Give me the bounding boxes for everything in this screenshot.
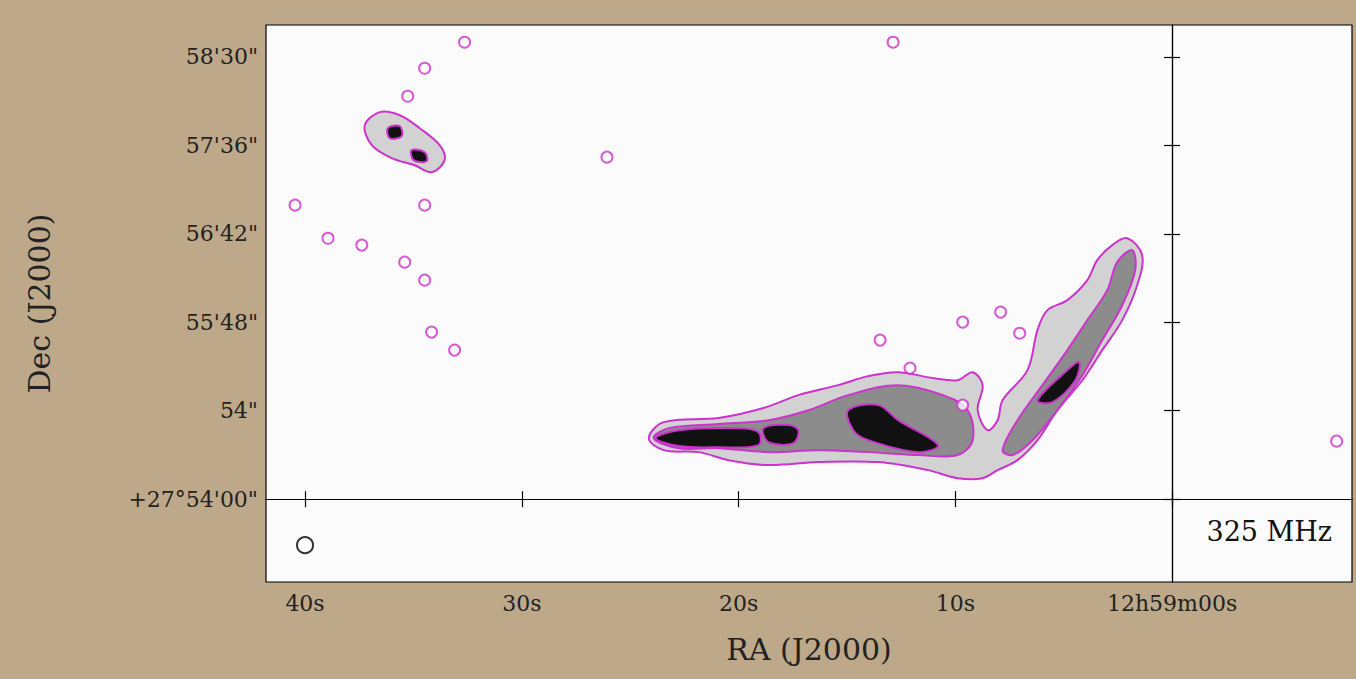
svg-text:30s: 30s [502,591,541,616]
svg-text:55'48": 55'48" [186,310,258,335]
svg-text:Dec (J2000): Dec (J2000) [22,214,57,394]
svg-text:54": 54" [220,398,258,423]
svg-text:325 MHz: 325 MHz [1206,516,1332,547]
svg-text:40s: 40s [285,591,324,616]
svg-text:20s: 20s [719,591,758,616]
svg-text:58'30": 58'30" [186,44,258,69]
svg-text:10s: 10s [936,591,975,616]
svg-text:RA (J2000): RA (J2000) [726,632,892,667]
svg-text:56'42": 56'42" [186,221,258,246]
svg-text:12h59m00s: 12h59m00s [1107,591,1237,616]
svg-text:+27°54'00": +27°54'00" [128,487,258,512]
svg-text:57'36": 57'36" [186,133,258,158]
